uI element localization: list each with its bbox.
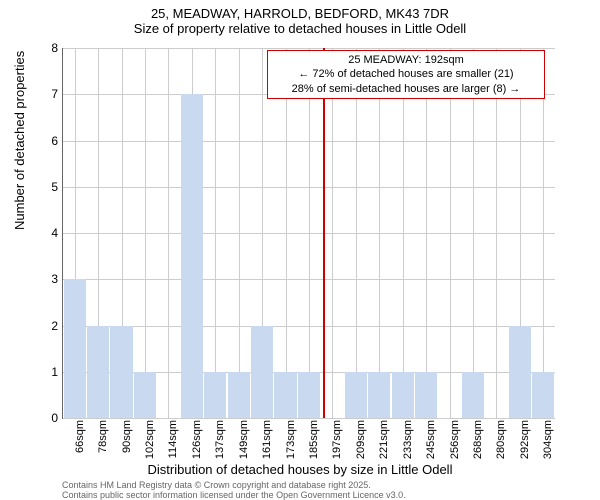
gridline-v bbox=[450, 48, 451, 418]
chart-container: 25, MEADWAY, HARROLD, BEDFORD, MK43 7DR … bbox=[0, 0, 600, 500]
xtick-label: 137sqm bbox=[214, 420, 226, 460]
x-axis-label: Distribution of detached houses by size … bbox=[0, 462, 600, 477]
xtick-label: 197sqm bbox=[331, 420, 343, 460]
xtick-label: 114sqm bbox=[167, 420, 179, 460]
xtick-label: 161sqm bbox=[261, 420, 273, 460]
xtick-label: 149sqm bbox=[238, 420, 250, 460]
xtick-label: 280sqm bbox=[495, 420, 507, 460]
ytick-label: 1 bbox=[51, 365, 58, 379]
histogram-bar bbox=[462, 372, 484, 418]
footnote-line2: Contains public sector information licen… bbox=[62, 490, 406, 500]
chart-title-line2: Size of property relative to detached ho… bbox=[0, 21, 600, 36]
gridline-v bbox=[496, 48, 497, 418]
ytick-label: 3 bbox=[51, 272, 58, 286]
histogram-bar bbox=[134, 372, 156, 418]
xtick-label: 185sqm bbox=[308, 420, 320, 460]
gridline-v bbox=[403, 48, 404, 418]
histogram-bar bbox=[87, 326, 109, 419]
gridline-v bbox=[239, 48, 240, 418]
gridline-v bbox=[215, 48, 216, 418]
annotation-line1: 25 MEADWAY: 192sqm bbox=[274, 53, 538, 67]
xtick-label: 304sqm bbox=[542, 420, 554, 460]
xtick-label: 256sqm bbox=[449, 420, 461, 460]
ytick-label: 6 bbox=[51, 134, 58, 148]
ytick-label: 2 bbox=[51, 319, 58, 333]
gridline-v bbox=[356, 48, 357, 418]
histogram-bar bbox=[274, 372, 296, 418]
gridline-v bbox=[473, 48, 474, 418]
gridline-v bbox=[379, 48, 380, 418]
gridline-v bbox=[309, 48, 310, 418]
ytick-label: 5 bbox=[51, 180, 58, 194]
footnote-line1: Contains HM Land Registry data © Crown c… bbox=[62, 480, 371, 490]
xtick-label: 209sqm bbox=[355, 420, 367, 460]
ytick-label: 0 bbox=[51, 411, 58, 425]
xtick-label: 66sqm bbox=[74, 420, 86, 460]
xtick-label: 245sqm bbox=[425, 420, 437, 460]
xtick-label: 173sqm bbox=[285, 420, 297, 460]
histogram-bar bbox=[228, 372, 250, 418]
xtick-label: 102sqm bbox=[144, 420, 156, 460]
histogram-bar bbox=[532, 372, 554, 418]
xtick-label: 126sqm bbox=[191, 420, 203, 460]
xtick-label: 268sqm bbox=[472, 420, 484, 460]
gridline-v bbox=[543, 48, 544, 418]
annotation-line3: 28% of semi-detached houses are larger (… bbox=[274, 82, 538, 96]
histogram-bar bbox=[110, 326, 132, 419]
histogram-bar bbox=[181, 94, 203, 418]
histogram-bar bbox=[392, 372, 414, 418]
annotation-box: 25 MEADWAY: 192sqm ← 72% of detached hou… bbox=[267, 50, 545, 99]
histogram-bar bbox=[251, 326, 273, 419]
xtick-label: 292sqm bbox=[519, 420, 531, 460]
xtick-label: 78sqm bbox=[97, 420, 109, 460]
gridline-v bbox=[286, 48, 287, 418]
chart-title-line1: 25, MEADWAY, HARROLD, BEDFORD, MK43 7DR bbox=[0, 6, 600, 21]
ytick-label: 7 bbox=[51, 87, 58, 101]
gridline-v bbox=[145, 48, 146, 418]
annotation-line2: ← 72% of detached houses are smaller (21… bbox=[274, 67, 538, 81]
xtick-label: 90sqm bbox=[121, 420, 133, 460]
plot-area bbox=[62, 48, 555, 419]
y-axis-label: Number of detached properties bbox=[12, 51, 27, 230]
histogram-bar bbox=[204, 372, 226, 418]
xtick-label: 233sqm bbox=[402, 420, 414, 460]
title-area: 25, MEADWAY, HARROLD, BEDFORD, MK43 7DR … bbox=[0, 0, 600, 36]
ytick-label: 4 bbox=[51, 226, 58, 240]
histogram-bar bbox=[368, 372, 390, 418]
histogram-bar bbox=[298, 372, 320, 418]
histogram-bar bbox=[415, 372, 437, 418]
gridline-v bbox=[426, 48, 427, 418]
histogram-bar bbox=[509, 326, 531, 419]
ytick-label: 8 bbox=[51, 41, 58, 55]
gridline-h bbox=[63, 418, 555, 419]
gridline-v bbox=[168, 48, 169, 418]
xtick-label: 221sqm bbox=[378, 420, 390, 460]
reference-line bbox=[323, 48, 325, 418]
histogram-bar bbox=[64, 279, 86, 418]
histogram-bar bbox=[345, 372, 367, 418]
gridline-v bbox=[332, 48, 333, 418]
